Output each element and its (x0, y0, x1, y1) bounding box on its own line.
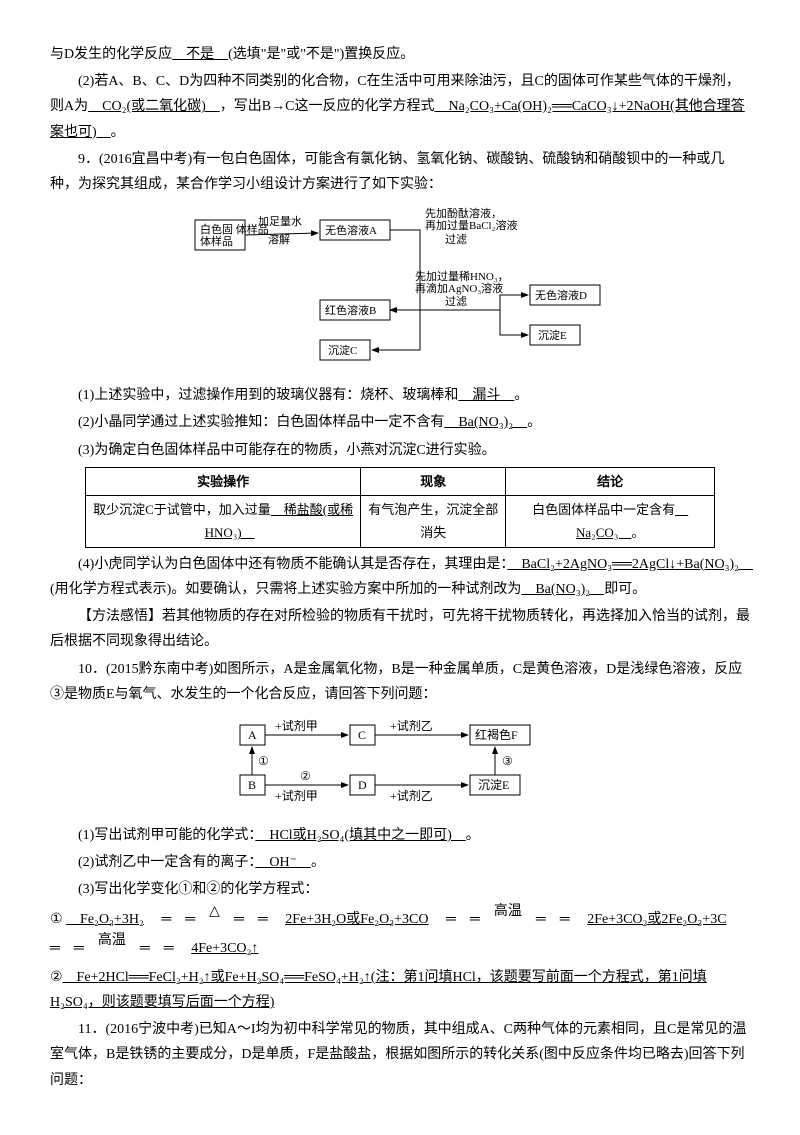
answer-blank: 漏斗 (458, 388, 514, 403)
equation-1: ① Fe₂O₃+3H₂ ═ ═ △ ═ ═ 2Fe+3H₂O或Fe₂O₃+3CO… (50, 907, 750, 932)
text: 与D发生的化学反应 (50, 47, 172, 62)
svg-text:A: A (248, 728, 257, 742)
answer-blank: Ba(NO₃)₂ (521, 582, 604, 597)
text: 。 (466, 828, 480, 843)
svg-text:溶解: 溶解 (268, 232, 290, 246)
svg-text:无色溶液D: 无色溶液D (535, 288, 587, 302)
svg-text:+试剂甲: +试剂甲 (275, 718, 318, 733)
question-9: 9．(2016宜昌中考)有一包白色固体，可能含有氯化钠、氢氧化钠、碳酸钠、硫酸钠… (50, 147, 750, 197)
answer-blank: HCl或H₂SO₄(填其中之一即可) (255, 828, 465, 843)
text: (3)为确定白色固体样品中可能存在的物质，小燕对沉淀C进行实验。 (50, 438, 750, 463)
equation-1-cont: ═ ═ 高温 ═ ═ 4Fe+3CO₂↑ (50, 936, 750, 961)
answer-blank: CO₂(或二氧化碳) (88, 99, 220, 114)
text: (1)写出试剂甲可能的化学式： (78, 828, 255, 843)
svg-text:先加酚酞溶液，: 先加酚酞溶液， (425, 206, 502, 220)
svg-text:再滴加AgNO₃溶液: 再滴加AgNO₃溶液 (415, 281, 503, 295)
question-10: 10．(2015黔东南中考)如图所示，A是金属氧化物，B是一种金属单质，C是黄色… (50, 657, 750, 707)
svg-text:无色溶液A: 无色溶液A (325, 223, 377, 237)
svg-text:先加过量稀HNO₃，: 先加过量稀HNO₃， (415, 270, 509, 283)
svg-text:体样品: 体样品 (200, 234, 233, 248)
text: (选填"是"或"不是")置换反应。 (228, 47, 414, 62)
text: (2)小晶同学通过上述实验推知：白色固体样品中一定不含有 (78, 415, 444, 430)
svg-text:红褐色F: 红褐色F (475, 727, 518, 742)
svg-text:沉淀C: 沉淀C (328, 343, 357, 357)
svg-text:C: C (358, 728, 366, 742)
svg-text:红色溶液B: 红色溶液B (325, 303, 376, 317)
svg-text:+试剂乙: +试剂乙 (390, 788, 433, 803)
answer-blank: OH⁻ (255, 855, 311, 870)
experiment-table: 实验操作 现象 结论 取少沉淀C于试管中，加入过量 稀盐酸(或稀HNO₃) 有气… (85, 467, 715, 548)
answer-blank: 不是 (172, 47, 228, 62)
text: 。 (514, 388, 528, 403)
svg-text:沉淀E: 沉淀E (538, 328, 567, 342)
svg-text:③: ③ (502, 754, 513, 768)
text: 即可。 (604, 582, 646, 597)
table-cell: 白色固体样品中一定含有 Na₂CO₃ 。 (506, 496, 715, 548)
diagram-1: .bx{fill:#fff;stroke:#000;stroke-width:1… (190, 205, 610, 375)
svg-text:再加过量BaCl₂溶液: 再加过量BaCl₂溶液 (425, 218, 517, 232)
svg-text:+试剂甲: +试剂甲 (275, 788, 318, 803)
svg-text:B: B (248, 778, 256, 792)
table-header: 实验操作 (86, 467, 361, 495)
svg-text:加足量水: 加足量水 (258, 215, 302, 228)
svg-text:过滤: 过滤 (445, 233, 467, 246)
text: 。 (311, 855, 325, 870)
svg-text:沉淀E: 沉淀E (478, 778, 509, 792)
text: (2)试剂乙中一定含有的离子： (78, 855, 255, 870)
answer-blank: BaCl₂+2AgNO₃══2AgCl↓+Ba(NO₃)₂ (507, 557, 753, 572)
method-tip: 【方法感悟】若其他物质的存在对所检验的物质有干扰时，可先将干扰物质转化，再选择加… (50, 604, 750, 654)
table-header: 结论 (506, 467, 715, 495)
svg-text:②: ② (300, 769, 311, 783)
table-header: 现象 (361, 467, 506, 495)
text: (1)上述实验中，过滤操作用到的玻璃仪器有：烧杯、玻璃棒和 (78, 388, 458, 403)
table-cell: 取少沉淀C于试管中，加入过量 稀盐酸(或稀HNO₃) (86, 496, 361, 548)
question-11: 11．(2016宁波中考)已知A～I均为初中科学常见的物质，其中组成A、C两种气… (50, 1017, 750, 1093)
svg-text:①: ① (258, 754, 269, 768)
svg-text:+试剂乙: +试剂乙 (390, 718, 433, 733)
text: (4)小虎同学认为白色固体中还有物质不能确认其是否存在，其理由是： (78, 557, 507, 572)
text: 。 (111, 125, 125, 140)
table-cell: 有气泡产生，沉淀全部消失 (361, 496, 506, 548)
text: ，写出B→C这一反应的化学方程式 (220, 99, 435, 114)
diagram-2: .bx2{fill:#fff;stroke:#000;stroke-width:… (220, 715, 580, 815)
text: (用化学方程式表示)。如要确认，只需将上述实验方案中所加的一种试剂改为 (50, 582, 521, 597)
svg-text:过滤: 过滤 (445, 295, 467, 308)
answer-blank: Ba(NO₃)₂ (444, 415, 527, 430)
svg-text:D: D (358, 778, 367, 792)
equation-2: ② Fe+2HCl══FeCl₂+H₂↑或Fe+H₂SO₄══FeSO₄+H₂↑… (50, 965, 750, 1015)
text: 。 (527, 415, 541, 430)
text: (3)写出化学变化①和②的化学方程式： (50, 877, 750, 902)
